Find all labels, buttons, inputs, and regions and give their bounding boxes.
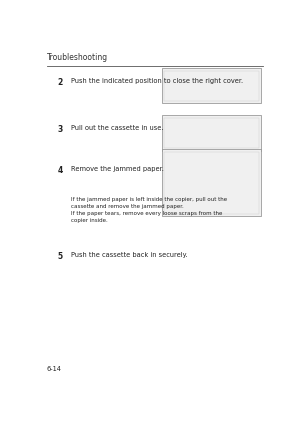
Text: 5: 5	[57, 252, 62, 261]
Text: Pull out the cassette in use.: Pull out the cassette in use.	[71, 125, 164, 130]
FancyBboxPatch shape	[162, 68, 261, 103]
Text: Remove the jammed paper.: Remove the jammed paper.	[71, 166, 164, 172]
Text: Push the cassette back in securely.: Push the cassette back in securely.	[71, 252, 188, 258]
Text: 6-14: 6-14	[47, 366, 62, 372]
FancyBboxPatch shape	[162, 149, 261, 216]
Text: Troubleshooting: Troubleshooting	[47, 53, 108, 62]
Text: 4: 4	[57, 166, 62, 175]
Text: If the jammed paper is left inside the copier, pull out the
cassette and remove : If the jammed paper is left inside the c…	[71, 197, 227, 223]
FancyBboxPatch shape	[162, 116, 261, 151]
Text: 3: 3	[57, 125, 62, 133]
Text: 2: 2	[57, 78, 62, 87]
Text: Push the indicated position to close the right cover.: Push the indicated position to close the…	[71, 78, 243, 84]
